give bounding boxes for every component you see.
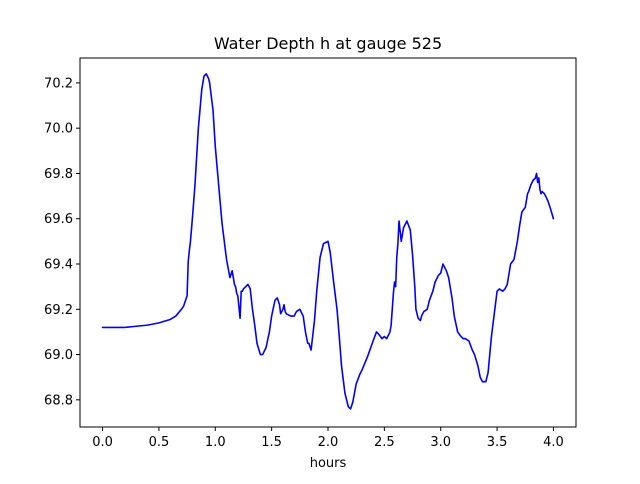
y-tick-label: 70.2	[44, 76, 73, 91]
x-tick-label: 0.5	[149, 435, 170, 450]
x-tick-label: 2.5	[374, 435, 395, 450]
x-tick-label: 3.5	[487, 435, 508, 450]
x-tick-label: 1.5	[261, 435, 282, 450]
x-axis-ticks: 0.0 0.5 1.0 1.5 2.0 2.5 3.0 3.5 4.0	[92, 427, 564, 450]
x-tick-label: 3.0	[430, 435, 451, 450]
series-line	[101, 73, 555, 410]
y-tick-label: 68.8	[44, 393, 73, 408]
chart-title: Water Depth h at gauge 525	[214, 34, 442, 53]
x-axis-label: hours	[310, 456, 347, 471]
x-tick-label: 2.0	[318, 435, 339, 450]
x-tick-label: 0.0	[92, 435, 113, 450]
series-layer	[101, 73, 555, 410]
y-tick-label: 69.8	[44, 167, 73, 182]
y-tick-label: 70.0	[44, 122, 73, 137]
y-tick-label: 69.6	[44, 212, 73, 227]
y-axis-ticks: 68.8 69.0 69.2 69.4 69.6 69.8 70.0 70.2	[44, 76, 80, 408]
plot-frame	[79, 57, 577, 428]
y-tick-label: 69.4	[44, 258, 73, 273]
x-tick-label: 1.0	[205, 435, 226, 450]
x-tick-label: 4.0	[543, 435, 564, 450]
y-tick-label: 69.2	[44, 303, 73, 318]
y-tick-label: 69.0	[44, 348, 73, 363]
